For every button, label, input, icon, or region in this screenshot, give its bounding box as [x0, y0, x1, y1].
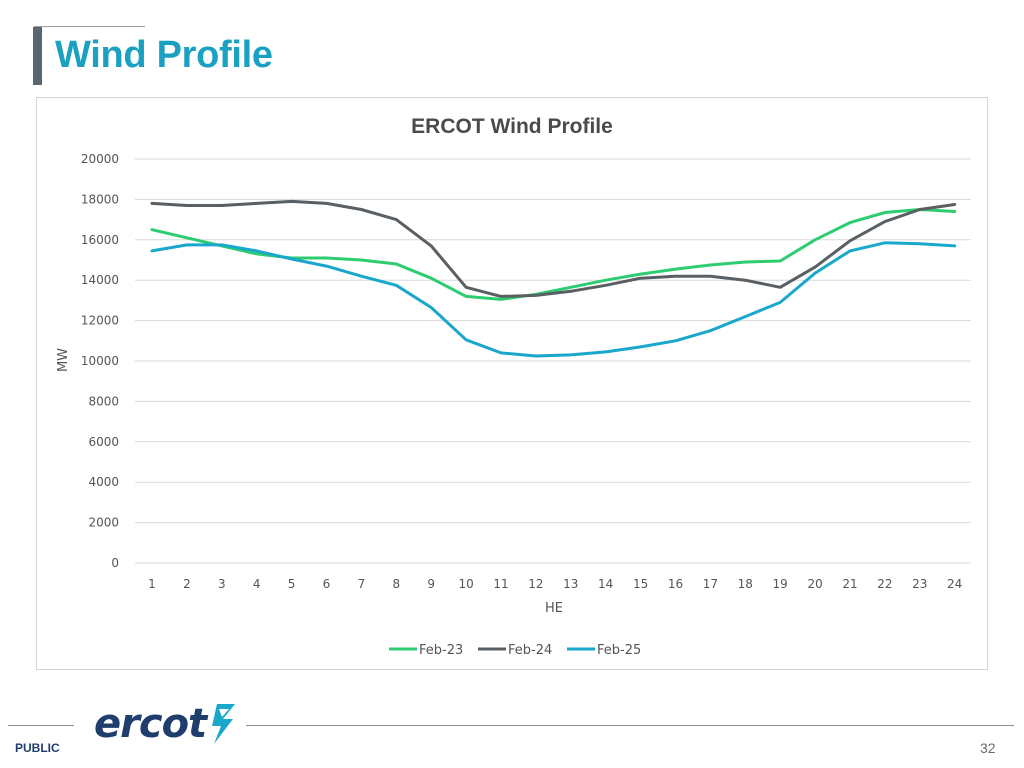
series-line-feb-24 — [150, 199, 957, 298]
legend-label: Feb-25 — [597, 643, 641, 658]
y-tick-label: 10000 — [81, 354, 119, 368]
x-tick-label: 15 — [633, 577, 648, 591]
x-tick-label: 7 — [358, 577, 366, 591]
legend-label: Feb-24 — [508, 643, 552, 658]
x-axis-label: HE — [545, 601, 563, 616]
x-tick-label: 24 — [947, 577, 962, 591]
x-tick-label: 1 — [148, 577, 156, 591]
x-tick-label: 22 — [877, 577, 892, 591]
y-tick-label: 16000 — [81, 233, 119, 247]
y-tick-label: 0 — [111, 556, 119, 570]
series-line-feb-25 — [150, 241, 957, 358]
x-tick-label: 14 — [598, 577, 613, 591]
wind-profile-chart: ERCOT Wind Profile 0 2000 4000 6000 8000 1000… — [56, 115, 971, 658]
y-tick-label: 6000 — [88, 435, 119, 449]
y-tick-label: 20000 — [81, 152, 119, 166]
y-tick-label: 2000 — [88, 516, 119, 530]
x-tick-label: 23 — [912, 577, 927, 591]
page-number: 32 — [980, 740, 996, 756]
footer-divider-left — [8, 725, 74, 726]
y-tick-label: 4000 — [88, 475, 119, 489]
chart-frame: ERCOT Wind Profile 0 2000 4000 6000 8000 1000… — [36, 97, 988, 670]
y-axis-label: MW — [56, 348, 71, 372]
y-tick-label: 14000 — [81, 273, 119, 287]
ercot-logo: ercot — [94, 698, 239, 750]
x-tick-label: 19 — [773, 577, 788, 591]
legend-label: Feb-23 — [419, 643, 463, 658]
ercot-lightning-icon — [212, 704, 236, 744]
y-tick-label: 18000 — [81, 192, 119, 206]
title-accent-bar — [33, 27, 42, 85]
x-tick-label: 20 — [807, 577, 822, 591]
x-tick-label: 18 — [738, 577, 753, 591]
x-tick-label: 9 — [427, 577, 435, 591]
x-tick-label: 10 — [458, 577, 473, 591]
chart-title: ERCOT Wind Profile — [411, 115, 613, 138]
x-tick-label: 13 — [563, 577, 578, 591]
x-tick-label: 6 — [323, 577, 331, 591]
y-tick-label: 12000 — [81, 314, 119, 328]
x-tick-label: 16 — [668, 577, 683, 591]
x-tick-label: 8 — [392, 577, 400, 591]
x-tick-label: 2 — [183, 577, 191, 591]
x-tick-label: 3 — [218, 577, 226, 591]
y-tick-label: 8000 — [88, 394, 119, 408]
x-tick-label: 11 — [493, 577, 508, 591]
slide-title: Wind Profile — [55, 34, 273, 76]
x-tick-label: 5 — [288, 577, 296, 591]
title-rule — [34, 26, 145, 27]
x-tick-label: 12 — [528, 577, 543, 591]
x-tick-label: 17 — [703, 577, 718, 591]
footer-classification: PUBLIC — [15, 741, 60, 755]
x-tick-label: 4 — [253, 577, 261, 591]
logo-wordmark: ercot — [94, 701, 207, 747]
footer-divider-right — [246, 725, 1014, 726]
x-tick-label: 21 — [842, 577, 857, 591]
